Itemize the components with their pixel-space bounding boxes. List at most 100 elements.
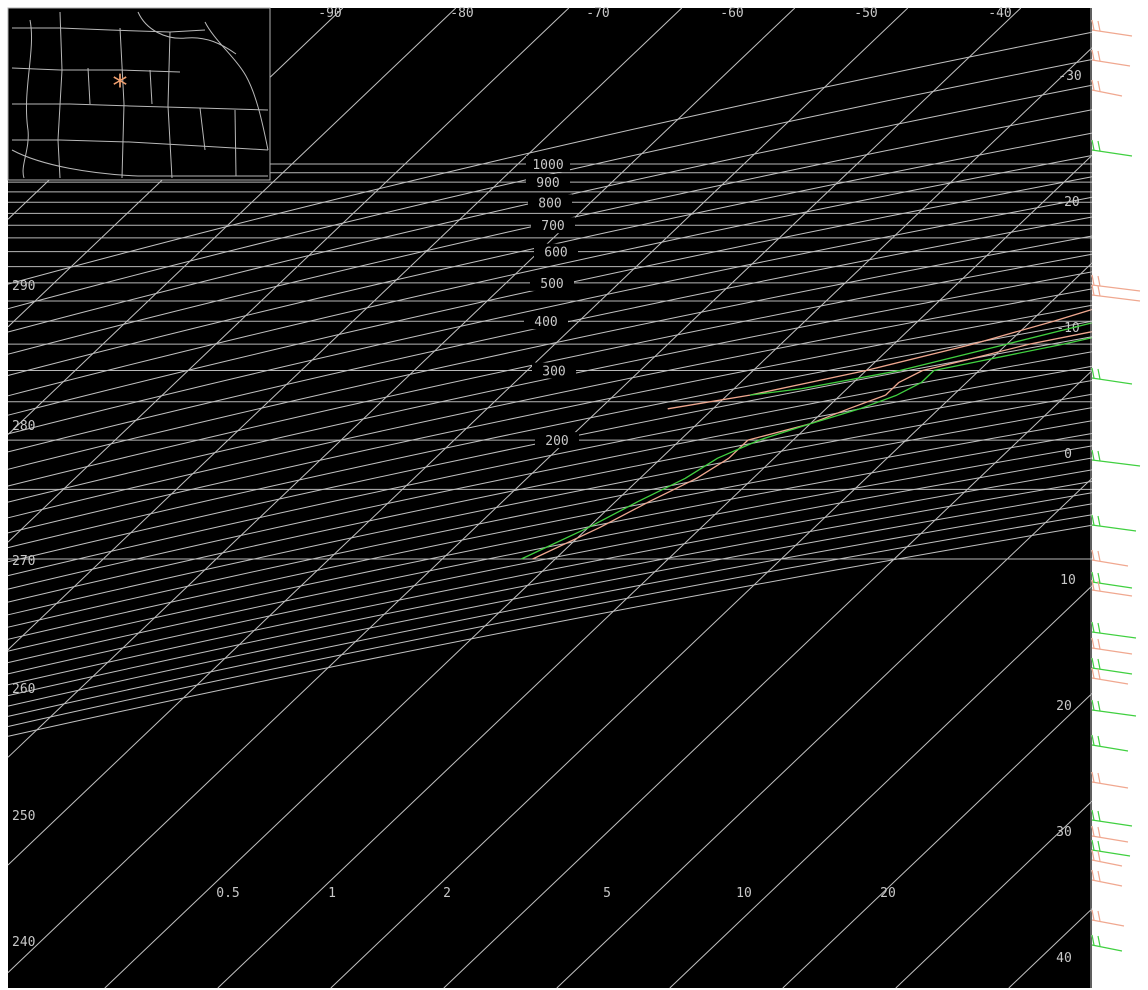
pressure-label-bg-500 xyxy=(530,274,574,291)
map-border-12 xyxy=(234,109,237,177)
wind-barb-19 xyxy=(1091,781,1129,789)
dry-adiabat-460 xyxy=(7,514,1093,727)
isotherm-label-10: 10 xyxy=(1060,573,1076,588)
isotherm-label--60: -60 xyxy=(720,6,743,21)
dry-adiabat-430 xyxy=(7,480,1093,697)
map-border-7 xyxy=(167,31,173,179)
isotherm--110 xyxy=(7,7,570,543)
map-border-10 xyxy=(11,149,268,177)
isotherm--80 xyxy=(7,7,909,866)
isotherm-20 xyxy=(1008,908,1093,989)
pressure-label-600: 600 xyxy=(544,246,567,261)
wind-barb-flag-26 xyxy=(1091,934,1095,946)
mixing-ratio-label-5: 5 xyxy=(603,886,611,901)
wind-barb-flag2-5 xyxy=(1097,275,1101,287)
wind-barb-flag2-25 xyxy=(1097,910,1101,922)
wind-barb-flag-7 xyxy=(1091,367,1095,379)
dry-adiabat-240 xyxy=(7,196,1093,435)
station-marker: * xyxy=(113,69,128,104)
dry-adiabat-260 xyxy=(7,235,1093,470)
pressure-label-900: 900 xyxy=(536,176,559,191)
pressure-label-1000: 1000 xyxy=(532,158,563,173)
pressure-label-bg-900 xyxy=(526,174,570,191)
wind-barb-flag-10 xyxy=(1091,549,1095,561)
wind-barb-4 xyxy=(1091,149,1133,157)
wind-barb-flag-13 xyxy=(1091,621,1095,633)
isotherm-label--50: -50 xyxy=(854,6,877,21)
wind-barb-8 xyxy=(1091,459,1141,467)
isotherm-label--40: -40 xyxy=(988,6,1011,21)
isotherm--50 xyxy=(217,155,1093,989)
pressure-label-bg-200 xyxy=(535,432,579,449)
mixing-ratio-label-0.5: 0.5 xyxy=(216,886,239,901)
pressure-label-500: 500 xyxy=(540,277,563,292)
map-border-3 xyxy=(12,103,269,111)
wind-barb-flag2-13 xyxy=(1097,622,1101,634)
wind-barb-flag2-11 xyxy=(1097,572,1101,584)
dry-adiabat-390 xyxy=(7,433,1093,652)
pressure-label-700: 700 xyxy=(541,219,564,234)
map-border-5 xyxy=(57,11,63,179)
map-border-6 xyxy=(119,27,125,179)
wind-barb-22 xyxy=(1091,849,1131,857)
wind-barb-21 xyxy=(1091,835,1129,843)
wind-barb-flag-16 xyxy=(1091,667,1095,679)
sounding-line-4 xyxy=(749,322,1093,396)
wind-barb-flag2-24 xyxy=(1097,870,1101,882)
wind-barb-12 xyxy=(1091,589,1133,597)
wind-barb-flag2-8 xyxy=(1097,450,1101,462)
wind-barb-17 xyxy=(1091,709,1137,717)
wind-barb-flag-17 xyxy=(1091,699,1095,711)
wind-barb-flag-19 xyxy=(1091,771,1095,783)
map-inset-frame xyxy=(7,7,271,181)
wind-barb-flag2-7 xyxy=(1097,368,1101,380)
wind-barb-20 xyxy=(1091,819,1133,827)
pressure-label-400: 400 xyxy=(534,315,557,330)
isotherm-label-40: 40 xyxy=(1056,951,1072,966)
wind-barb-25 xyxy=(1091,919,1125,927)
dry-adiabat-340 xyxy=(7,365,1093,590)
dry-adiabat-310 xyxy=(7,320,1093,549)
isotherm--120 xyxy=(7,7,457,435)
isotherm-label-0: 0 xyxy=(1064,447,1072,462)
isotherm--20 xyxy=(556,477,1093,989)
wind-barb-23 xyxy=(1091,859,1123,867)
dry-adiabat-360 xyxy=(7,393,1093,616)
wind-barb-6 xyxy=(1091,294,1141,302)
dry-adiabat-440 xyxy=(7,492,1093,707)
isotherm--30 xyxy=(443,370,1093,989)
wind-barb-flag-21 xyxy=(1091,825,1095,837)
wind-barb-flag-4 xyxy=(1091,139,1095,151)
wind-barb-flag2-3 xyxy=(1097,80,1101,92)
wind-barb-flag-2 xyxy=(1091,49,1095,61)
wind-barb-flag2-20 xyxy=(1097,810,1101,822)
wind-barb-flag2-10 xyxy=(1097,550,1101,562)
wind-barb-flag-24 xyxy=(1091,869,1095,881)
wind-barb-flag2-18 xyxy=(1097,735,1101,747)
wind-barb-24 xyxy=(1091,879,1123,887)
pressure-label-bg-400 xyxy=(524,313,568,330)
wind-barb-flag2-9 xyxy=(1097,515,1101,527)
isotherm-label-30: 30 xyxy=(1056,825,1072,840)
wind-barb-13 xyxy=(1091,631,1137,639)
sounding-line-3 xyxy=(521,337,1093,560)
wind-barb-flag-5 xyxy=(1091,274,1095,286)
map-border-15 xyxy=(149,69,153,105)
wind-barb-flag-25 xyxy=(1091,909,1095,921)
dry-adiabat-400 xyxy=(7,445,1093,664)
isotherm-0 xyxy=(782,693,1093,989)
wind-barb-18 xyxy=(1091,744,1129,752)
wind-barb-1 xyxy=(1091,29,1133,37)
isotherm--10 xyxy=(669,585,1093,989)
wind-barb-flag2-12 xyxy=(1097,580,1101,592)
pressure-label-800: 800 xyxy=(538,196,561,211)
wind-barb-7 xyxy=(1091,377,1133,385)
theta-label-270: 270 xyxy=(12,554,35,569)
isotherm-10 xyxy=(895,800,1093,989)
isotherm-label--20: -20 xyxy=(1056,195,1079,210)
pressure-label-200: 200 xyxy=(545,434,568,449)
wind-barb-flag-18 xyxy=(1091,734,1095,746)
mixing-ratio-label-2: 2 xyxy=(443,886,451,901)
isotherm--90 xyxy=(7,7,796,758)
